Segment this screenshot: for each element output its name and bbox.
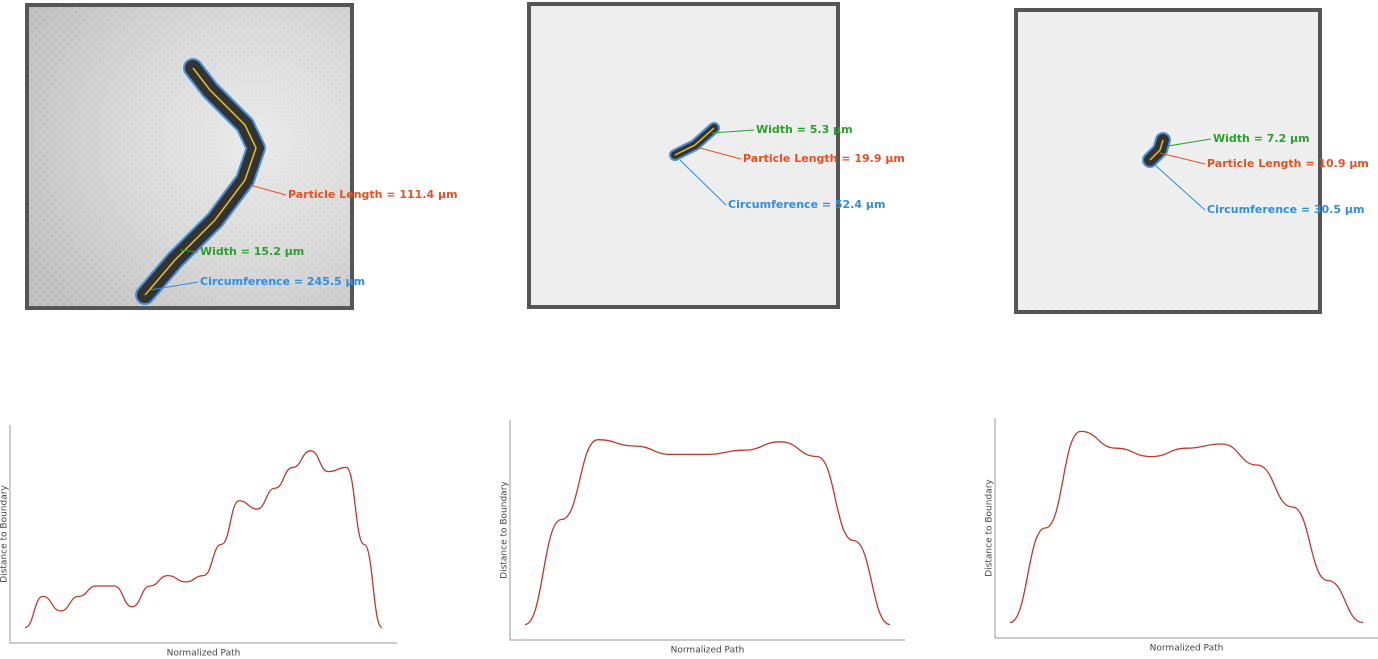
annotation: Particle Length = 111.4 µm	[288, 188, 458, 201]
axis	[994, 418, 1378, 639]
image-ripples	[1016, 10, 1320, 312]
annotation: Width = 5.3 µm	[756, 123, 853, 136]
y-axis-label: Distance to Boundary	[0, 485, 10, 583]
axis	[9, 425, 397, 644]
leader-line	[711, 129, 755, 134]
image-frame	[25, 3, 354, 310]
leader-line	[1154, 164, 1206, 211]
x-axis-label: Normalized Path	[167, 649, 241, 659]
annotation: Width = 15.2 µm	[200, 245, 304, 258]
annotation: Circumference = 245.5 µm	[200, 275, 365, 288]
particle-skeleton	[144, 67, 257, 296]
leader-line	[699, 147, 742, 160]
image-frame	[527, 2, 840, 309]
leader-line	[149, 281, 199, 291]
profile-line	[524, 439, 891, 626]
y-axis-label: Distance to Boundary	[985, 479, 995, 577]
particle-skeleton	[1149, 139, 1164, 161]
leader-line	[1167, 138, 1212, 147]
leader-line	[249, 184, 287, 196]
leader-line	[679, 159, 727, 206]
x-axis-label: Normalized Path	[671, 646, 745, 656]
annotation: Particle Length = 19.9 µm	[743, 152, 905, 165]
profile-line	[1009, 430, 1364, 624]
annotation: Circumference = 30.5 µm	[1207, 203, 1364, 216]
particle-skeleton	[674, 127, 715, 156]
y-axis-label: Distance to Boundary	[500, 481, 510, 579]
annotation: Circumference = 52.4 µm	[728, 198, 885, 211]
axis	[509, 420, 905, 641]
annotation: Width = 7.2 µm	[1213, 132, 1310, 145]
x-axis-label: Normalized Path	[1150, 644, 1224, 654]
leader-line	[1159, 152, 1206, 165]
annotation: Particle Length = 10.9 µm	[1207, 157, 1369, 170]
image-ripples	[27, 5, 352, 308]
profile-line	[24, 450, 383, 629]
leader-line	[179, 249, 199, 253]
image-frame	[1014, 8, 1322, 314]
